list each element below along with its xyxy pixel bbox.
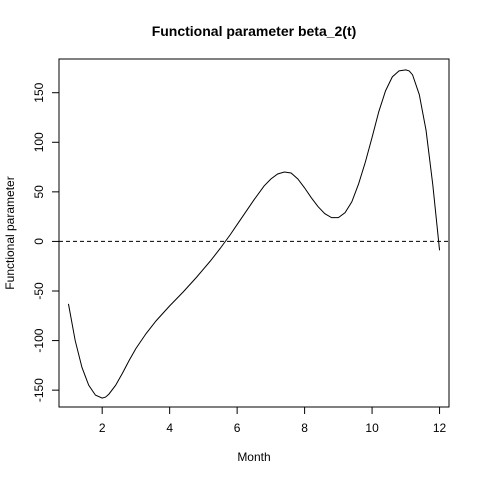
x-tick-label: 6 <box>234 421 241 435</box>
x-tick-label: 10 <box>365 421 379 435</box>
plot-frame <box>58 58 450 408</box>
y-tick-label: -150 <box>32 378 46 402</box>
y-tick-label: -50 <box>32 282 46 300</box>
series-line <box>67 69 441 399</box>
x-tick-label: 12 <box>433 421 447 435</box>
y-tick-label: 100 <box>32 132 46 152</box>
y-axis: -150 -100 -50 0 50 100 150 <box>32 82 60 402</box>
x-axis: 2 4 6 8 10 12 <box>99 406 447 435</box>
chart-title: Functional parameter beta_2(t) <box>152 23 357 39</box>
y-tick-label: -100 <box>32 328 46 352</box>
y-tick-label: 0 <box>32 238 46 245</box>
y-axis-label: Functional parameter <box>3 176 17 289</box>
x-tick-label: 2 <box>99 421 106 435</box>
x-tick-label: 4 <box>166 421 173 435</box>
x-tick-label: 8 <box>301 421 308 435</box>
x-axis-label: Month <box>237 450 270 464</box>
y-tick-label: 150 <box>32 82 46 102</box>
y-tick-label: 50 <box>32 185 46 199</box>
